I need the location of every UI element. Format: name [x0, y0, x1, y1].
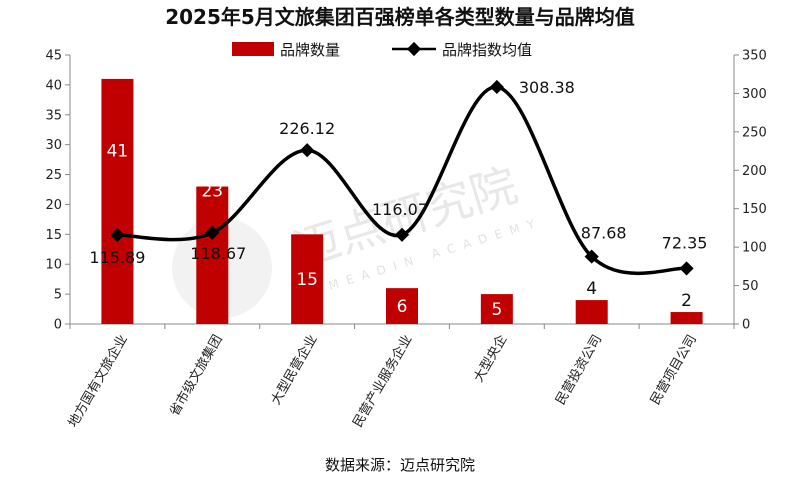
bar-value-label: 4: [586, 279, 597, 299]
bar: [196, 186, 229, 324]
bar-value-label: 23: [201, 182, 223, 202]
y-tick-left-label: 5: [54, 288, 62, 303]
y-tick-left-label: 0: [54, 318, 62, 333]
bar: [670, 312, 703, 324]
y-tick-left-label: 15: [45, 228, 62, 243]
source-note: 数据来源：迈点研究院: [325, 456, 475, 474]
y-tick-right-label: 200: [742, 164, 767, 179]
y-tick-right-label: 300: [742, 87, 767, 102]
x-tick-label: 大型民营企业: [268, 332, 321, 408]
line-value-label: 116.07: [372, 200, 428, 219]
data-labels: 41 23 15 6 5 4 2 115.89 118.67 226.12 116.07 308.38…: [89, 78, 707, 320]
y-tick-right-label: 150: [742, 202, 767, 217]
y-tick-left-label: 45: [45, 49, 62, 64]
line-value-label: 118.67: [190, 244, 246, 263]
x-tick-label: 民营产业服务企业: [350, 332, 416, 430]
line-point: [489, 79, 504, 95]
line-value-label: 87.68: [581, 224, 627, 243]
line-value-label: 226.12: [279, 119, 335, 138]
line-point: [300, 143, 315, 158]
legend-line-marker-icon: [406, 41, 422, 57]
y-tick-right-label: 250: [742, 125, 767, 140]
legend-line-label: 品牌指数均值: [442, 41, 532, 59]
line-series: [110, 79, 694, 276]
y-tick-right-label: 0: [742, 318, 750, 333]
x-tick-label: 大型央企: [470, 332, 510, 385]
bar: [291, 234, 324, 324]
x-tick-label: 民营投资公司: [552, 332, 605, 408]
bar: [480, 294, 513, 324]
bar: [386, 288, 418, 324]
series-line: [117, 85, 687, 276]
y-tick-right-label: 100: [742, 241, 767, 256]
y-tick-left-label: 30: [45, 138, 62, 153]
bar-value-label: 15: [296, 270, 318, 290]
x-tick-label: 地方国有文旅企业: [65, 332, 131, 430]
legend: 品牌数量 品牌指数均值: [232, 41, 532, 59]
y-tick-left-label: 35: [45, 108, 62, 123]
legend-bar-swatch: [232, 42, 274, 56]
line-point: [679, 261, 694, 276]
line-point: [584, 249, 599, 264]
y-tick-right-label: 350: [742, 49, 767, 64]
x-tick-label: 民营项目公司: [648, 333, 700, 408]
line-value-label: 115.89: [89, 248, 145, 267]
bars: [101, 78, 703, 325]
y-tick-left-label: 40: [45, 78, 62, 93]
category-labels: 地方国有文旅企业 省市级文旅集团 大型民营企业 民营产业服务企业 大型央企 民营投资公司民…: [65, 332, 700, 430]
bar: [575, 300, 608, 324]
legend-bar-label: 品牌数量: [280, 41, 340, 59]
line-point: [205, 225, 220, 240]
y-tick-left-label: 20: [45, 198, 62, 213]
bar-value-label: 41: [107, 142, 129, 162]
y-tick-right-label: 50: [742, 279, 759, 294]
y-tick-left-label: 25: [45, 168, 62, 183]
bar-value-label: 6: [397, 297, 408, 317]
y-tick-left-label: 10: [45, 258, 62, 273]
bar-value-label: 2: [681, 291, 692, 311]
line-value-label: 308.38: [519, 78, 575, 97]
bar: [101, 78, 134, 325]
line-point: [394, 227, 410, 242]
x-tick-label: 省市级文旅集团: [166, 332, 225, 419]
bar-value-label: 5: [491, 300, 502, 320]
line-value-label: 72.35: [662, 233, 708, 252]
chart-title: 2025年5月文旅集团百强榜单各类型数量与品牌均值: [165, 5, 635, 29]
